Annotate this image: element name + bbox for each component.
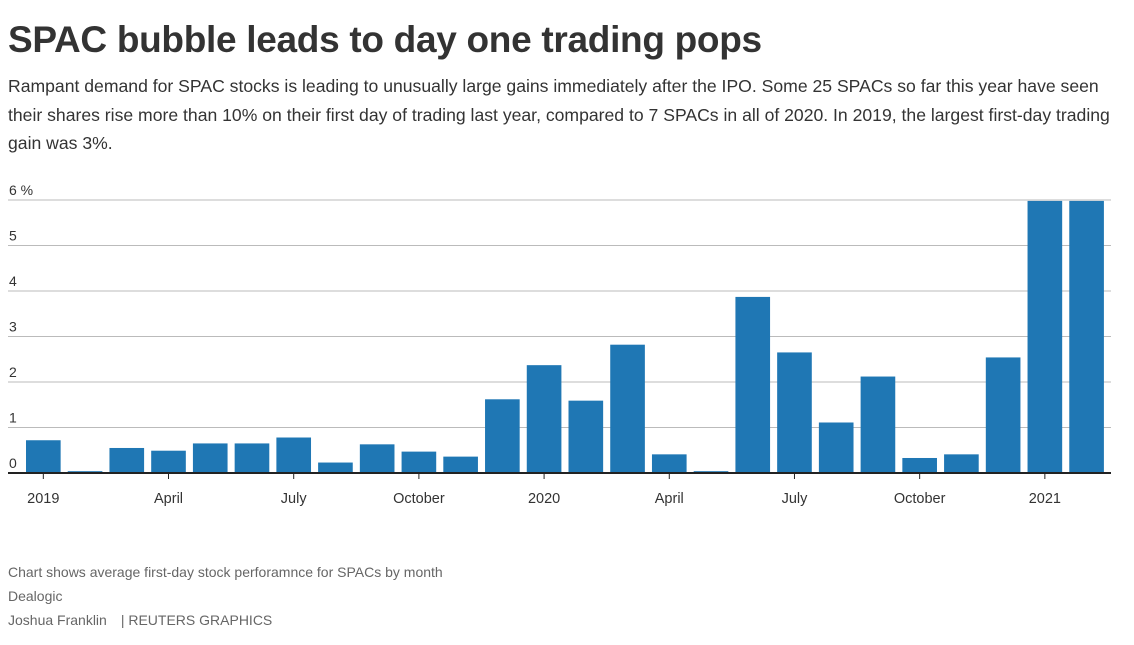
bar-2019-05 (192, 443, 228, 473)
x-tick-label: 2021 (1029, 491, 1061, 507)
y-tick-label: 5 (9, 228, 17, 244)
y-tick-labels: 0 1 2 3 4 5 6 % (9, 182, 33, 471)
bar-2020-08 (818, 422, 854, 473)
bars (26, 200, 1104, 473)
bar-2020-01 (526, 365, 562, 473)
bar-2020-07 (777, 352, 812, 473)
bar-2020-10 (902, 457, 937, 473)
bar-2020-02 (568, 400, 604, 473)
bar-2020-09 (860, 376, 896, 473)
chart-note: Chart shows average first-day stock perf… (8, 564, 443, 580)
author-name: Joshua Franklin (8, 612, 107, 628)
gridlines (8, 199, 1111, 428)
chart-title: SPAC bubble leads to day one trading pop… (8, 19, 762, 60)
x-tick-label: October (894, 491, 946, 507)
x-tick-label: 2019 (27, 491, 59, 507)
bar-2021-01 (1027, 200, 1063, 473)
bar-2020-06 (735, 296, 771, 473)
chart-source: Dealogic (8, 588, 63, 604)
y-tick-label: 4 (9, 273, 17, 289)
bar-2019-08 (318, 462, 353, 473)
bar-2020-12 (985, 357, 1021, 473)
bar-2020-03 (610, 344, 645, 473)
byline-separator: | (120, 612, 125, 628)
y-tick-label: 2 (9, 364, 17, 380)
x-tick-label: October (393, 491, 445, 507)
bar-2019-06 (234, 443, 270, 473)
bar-2019-03 (109, 447, 145, 473)
byline: Joshua Franklin | REUTERS GRAPHICS (8, 612, 272, 628)
y-tick-label: 3 (9, 319, 17, 335)
bar-2020-11 (944, 454, 979, 473)
bar-chart: 0 1 2 3 4 5 6 % 2019 April July October 2020 April J… (8, 182, 1111, 507)
x-tick-labels: 2019 April July October 2020 April July October… (27, 473, 1061, 507)
y-tick-label: 6 % (9, 182, 33, 198)
chart-subtitle: Rampant demand for SPAC stocks is leadin… (8, 76, 1110, 153)
bar-2019-01 (26, 440, 61, 473)
x-tick-label: April (154, 491, 183, 507)
bar-2020-04 (651, 454, 687, 473)
x-tick-label: July (281, 491, 308, 507)
bar-2019-07 (276, 437, 312, 473)
x-tick-label: 2020 (528, 491, 560, 507)
bar-2019-12 (485, 399, 520, 473)
credit-label: REUTERS GRAPHICS (128, 612, 273, 628)
bar-2019-09 (359, 444, 395, 473)
y-tick-label: 0 (9, 455, 17, 471)
x-tick-label: July (782, 491, 809, 507)
bar-2019-11 (443, 456, 478, 473)
bar-2019-10 (401, 451, 437, 473)
bar-2019-04 (151, 450, 186, 473)
bar-2021-02 (1069, 200, 1104, 473)
x-tick-label: April (655, 491, 684, 507)
y-tick-label: 1 (9, 410, 17, 426)
